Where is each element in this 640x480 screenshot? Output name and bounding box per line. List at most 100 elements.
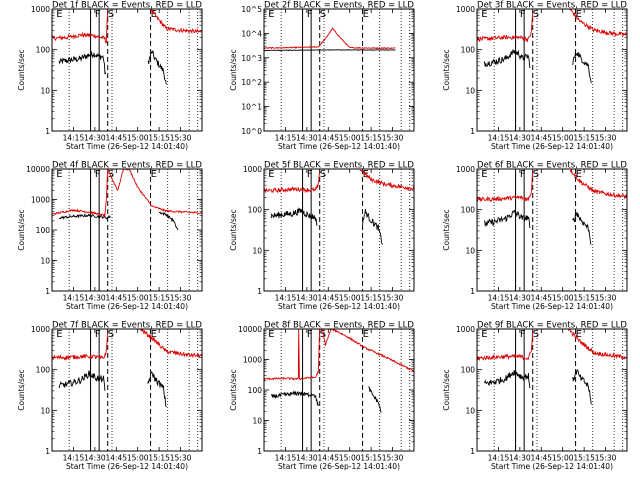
x-tick-label: 15:00 (127, 134, 149, 143)
period-label: S (533, 169, 539, 180)
y-tick-label: 1 (470, 127, 475, 136)
y-tick-label: 100 (461, 366, 476, 375)
events-series-line (264, 49, 396, 52)
x-tick-label: 15:00 (552, 294, 574, 303)
plot-frame (263, 168, 415, 292)
period-label: F (95, 169, 101, 180)
period-label: S (108, 329, 114, 340)
period-label: E (576, 9, 582, 20)
y-tick-label: 10 (465, 246, 475, 255)
lld-series-line (264, 27, 396, 50)
events-series-line (572, 369, 592, 405)
x-axis-label: Start Time (26-Sep-12 14:01:40) (491, 302, 613, 311)
lld-series-line (477, 12, 534, 43)
panel-title: Det 7f BLACK = Events, RED = LLD (52, 321, 202, 331)
events-series-line (158, 211, 179, 231)
y-tick-label: 1000 (243, 356, 262, 365)
x-tick-label: 15:30 (170, 294, 192, 303)
period-label: F (307, 9, 313, 20)
x-tick-label: 14:45 (105, 294, 127, 303)
y-tick-label: 100 (36, 366, 51, 375)
y-axis-label: Counts/sec (17, 209, 26, 250)
y-axis-label: Counts/sec (442, 209, 451, 250)
lld-series-line (359, 169, 414, 192)
period-label: E (56, 329, 62, 340)
x-tick-label: 14:30 (509, 294, 531, 303)
y-axis-label: Counts/sec (442, 369, 451, 410)
x-tick-label: 15:30 (595, 294, 617, 303)
y-tick-label: 100 (461, 46, 476, 55)
x-tick-label: 14:45 (317, 454, 339, 463)
x-tick-label: 15:00 (127, 454, 149, 463)
x-tick-label: 14:15 (275, 454, 297, 463)
x-tick-label: 15:00 (339, 134, 361, 143)
period-label: E (268, 329, 274, 340)
y-tick-label: 10 (40, 406, 50, 415)
y-tick-label: 1000 (456, 165, 475, 174)
y-tick-label: 10^0 (241, 127, 262, 136)
y-tick-label: 10^3 (241, 54, 262, 63)
x-axis-label: Start Time (26-Sep-12 14:01:40) (66, 462, 188, 471)
y-tick-label: 10000 (238, 325, 262, 334)
y-axis-label: Counts/sec (17, 49, 26, 90)
period-label: F (520, 329, 526, 340)
lld-series-line (140, 329, 202, 359)
lld-series-line (264, 329, 414, 381)
y-tick-label: 10^1 (241, 103, 262, 112)
period-label: E (151, 169, 157, 180)
x-tick-label: 15:15 (360, 294, 382, 303)
x-tick-label: 14:15 (275, 134, 297, 143)
y-tick-label: 10 (40, 257, 50, 266)
y-tick-label: 1000 (31, 5, 50, 14)
plot-frame (51, 168, 203, 292)
x-tick-label: 14:30 (84, 454, 106, 463)
x-tick-label: 15:15 (573, 454, 595, 463)
events-series-line (572, 51, 592, 84)
x-tick-label: 15:30 (170, 454, 192, 463)
lld-series-line (567, 329, 627, 360)
y-tick-label: 10 (252, 246, 262, 255)
events-series-line (483, 49, 531, 69)
y-tick-label: 100 (36, 46, 51, 55)
panel-title: Det 1f BLACK = Events, RED = LLD (52, 1, 202, 11)
y-tick-label: 1000 (31, 325, 50, 334)
x-tick-label: 14:45 (530, 294, 552, 303)
y-tick-label: 100 (36, 226, 51, 235)
x-tick-label: 15:30 (170, 134, 192, 143)
x-tick-label: 14:45 (317, 294, 339, 303)
y-axis-label: Counts/sec (442, 49, 451, 90)
plot-frame (263, 328, 415, 452)
x-tick-label: 14:15 (488, 294, 510, 303)
x-tick-label: 14:30 (509, 134, 531, 143)
x-tick-label: 15:00 (339, 454, 361, 463)
period-label: S (108, 9, 114, 20)
x-tick-label: 14:45 (105, 134, 127, 143)
period-label: E (481, 169, 487, 180)
y-axis-label: Counts/sec (229, 369, 238, 410)
y-tick-label: 100 (461, 206, 476, 215)
panel-title: Det 4f BLACK = Events, RED = LLD (52, 161, 202, 171)
x-tick-label: 14:30 (296, 454, 318, 463)
events-series-line (58, 51, 107, 75)
lld-series-line (569, 169, 627, 200)
x-tick-label: 14:15 (488, 454, 510, 463)
y-tick-label: 1 (257, 287, 262, 296)
x-tick-label: 14:30 (509, 454, 531, 463)
y-tick-label: 100 (248, 386, 263, 395)
x-tick-label: 15:30 (595, 134, 617, 143)
x-tick-label: 15:15 (360, 134, 382, 143)
y-tick-label: 10 (252, 417, 262, 426)
plot-frame (263, 8, 415, 132)
y-tick-label: 10 (465, 406, 475, 415)
x-tick-label: 14:15 (275, 294, 297, 303)
x-tick-label: 14:15 (63, 454, 85, 463)
lld-series-line (52, 10, 109, 44)
events-series-line (368, 386, 382, 413)
x-axis-label: Start Time (26-Sep-12 14:01:40) (278, 142, 400, 151)
x-tick-label: 14:30 (84, 134, 106, 143)
y-tick-label: 10^5 (241, 5, 262, 14)
